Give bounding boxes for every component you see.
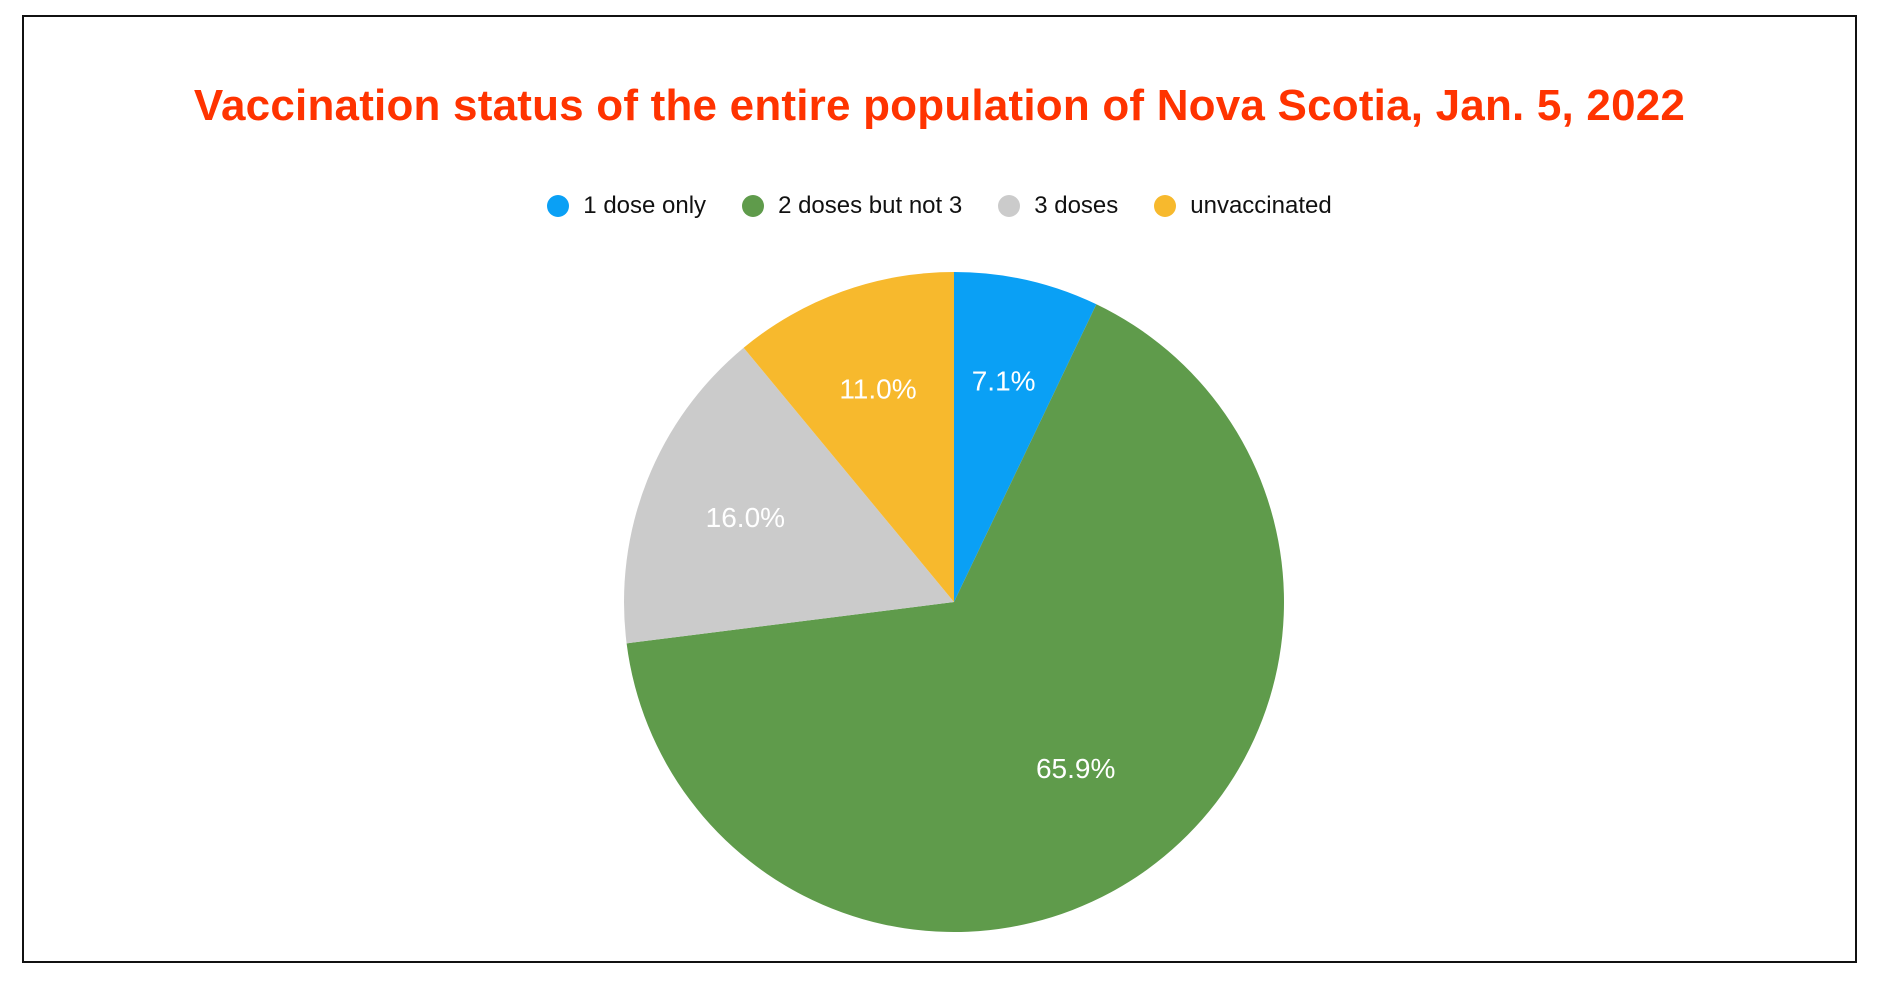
pie-chart: 7.1% 65.9% 16.0% 11.0% (624, 272, 1284, 933)
legend-label-2-doses-but-not-3: 2 doses but not 3 (778, 192, 963, 219)
chart-title: Vaccination status of the entire populat… (193, 81, 1686, 130)
legend-item-unvaccinated: unvaccinated (1154, 192, 1332, 220)
legend-dot-unvaccinated (1154, 195, 1177, 217)
pie-label-2-doses-but-not-3: 65.9% (1036, 753, 1115, 784)
chart-legend: 1 dose only 2 doses but not 3 3 doses un… (24, 192, 1855, 220)
legend-label-unvaccinated: unvaccinated (1190, 192, 1332, 219)
legend-label-1-dose-only: 1 dose only (583, 192, 707, 219)
pie-slice-2-doses-but-not-3 (626, 304, 1284, 933)
legend-dot-1-dose-only (547, 195, 570, 217)
pie-slice-1-dose-only (954, 272, 1097, 602)
pie-slice-unvaccinated (743, 272, 954, 602)
pie-label-3-doses: 16.0% (706, 502, 785, 533)
legend-dot-3-doses (998, 195, 1021, 217)
legend-item-2-doses-but-not-3: 2 doses but not 3 (742, 192, 962, 220)
chart-frame: Vaccination status of the entire populat… (22, 15, 1857, 963)
pie-slice-3-doses (624, 347, 954, 644)
pie-label-1-dose-only: 7.1% (972, 366, 1036, 397)
legend-dot-2-doses-but-not-3 (742, 195, 765, 217)
legend-label-3-doses: 3 doses (1034, 192, 1119, 219)
legend-item-3-doses: 3 doses (998, 192, 1118, 220)
pie-label-unvaccinated: 11.0% (839, 373, 916, 404)
legend-item-1-dose-only: 1 dose only (547, 192, 706, 220)
